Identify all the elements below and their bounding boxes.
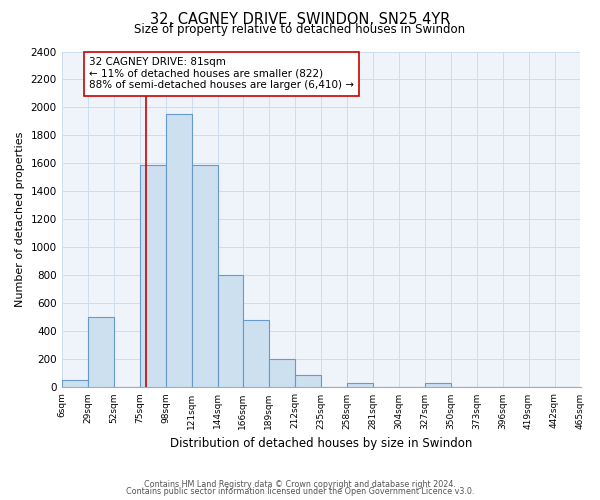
Text: Contains public sector information licensed under the Open Government Licence v3: Contains public sector information licen… — [126, 487, 474, 496]
Bar — [269, 360, 295, 388]
X-axis label: Distribution of detached houses by size in Swindon: Distribution of detached houses by size … — [170, 437, 472, 450]
Bar — [218, 276, 242, 388]
Bar — [347, 382, 373, 388]
Bar — [242, 320, 269, 388]
Text: Size of property relative to detached houses in Swindon: Size of property relative to detached ho… — [134, 22, 466, 36]
Bar — [140, 165, 166, 388]
Bar — [295, 375, 320, 388]
Text: 32, CAGNEY DRIVE, SWINDON, SN25 4YR: 32, CAGNEY DRIVE, SWINDON, SN25 4YR — [150, 12, 450, 28]
Bar — [166, 114, 191, 388]
Y-axis label: Number of detached properties: Number of detached properties — [15, 132, 25, 307]
Text: Contains HM Land Registry data © Crown copyright and database right 2024.: Contains HM Land Registry data © Crown c… — [144, 480, 456, 489]
Text: 32 CAGNEY DRIVE: 81sqm
← 11% of detached houses are smaller (822)
88% of semi-de: 32 CAGNEY DRIVE: 81sqm ← 11% of detached… — [89, 57, 354, 90]
Bar — [62, 380, 88, 388]
Bar — [88, 318, 113, 388]
Bar — [191, 165, 218, 388]
Bar — [425, 383, 451, 388]
